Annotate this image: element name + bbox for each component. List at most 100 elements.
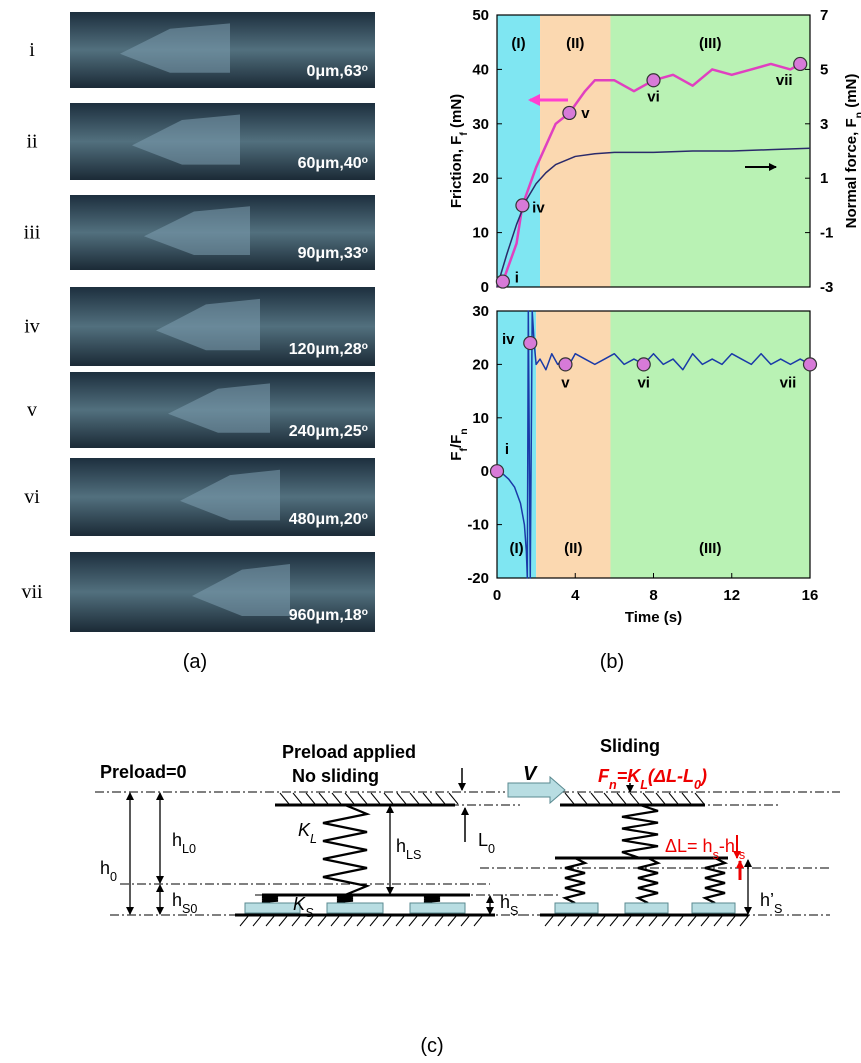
region-label: (III) — [699, 35, 722, 52]
y-axis-label-part: F — [448, 452, 465, 461]
photo-label-part: 120μm,28 — [289, 341, 362, 358]
line — [421, 914, 432, 927]
y2-axis-label-part: n — [853, 112, 861, 118]
y-axis-label-part: n — [458, 428, 470, 434]
line — [700, 914, 711, 927]
x-tick-label: 16 — [802, 587, 819, 604]
line — [590, 792, 601, 805]
pad — [624, 902, 669, 914]
y-tick-label: 50 — [472, 7, 489, 24]
x-tick-label: 4 — [571, 587, 580, 604]
line — [343, 914, 354, 927]
photo-wedge — [144, 206, 250, 255]
spring — [561, 857, 589, 904]
caption-b: (b) — [600, 651, 624, 673]
photo-label-part: o — [362, 423, 368, 434]
line — [434, 914, 445, 927]
point-label: v — [561, 374, 570, 391]
diagram-label-part: h — [396, 836, 406, 856]
line — [357, 792, 368, 805]
point-label: vii — [776, 72, 793, 89]
line — [713, 914, 724, 927]
pad — [409, 902, 466, 914]
row-numeral: v — [27, 399, 37, 421]
line — [577, 792, 588, 805]
line — [279, 792, 290, 805]
photo-label-part: 960μm,18 — [289, 607, 362, 624]
y-tick-label: 20 — [472, 356, 489, 373]
diagram-label: hS — [500, 892, 518, 918]
diagram-label: KS — [293, 894, 314, 920]
point-label: vi — [647, 88, 660, 105]
diagram-label-part: h — [172, 830, 182, 850]
point-label: iv — [502, 331, 515, 348]
photo-label-part: o — [362, 511, 368, 522]
charts: (I) (II) (III)01020304050-3-11357Friction,… — [448, 7, 861, 626]
line — [583, 914, 594, 927]
pad — [554, 902, 599, 914]
photo-label-part: 480μm,20 — [289, 511, 362, 528]
point-marker — [523, 335, 538, 351]
line — [616, 792, 627, 805]
photo-label: 90μm,33o — [298, 245, 368, 263]
diagram-label-part: Sliding — [600, 736, 660, 756]
diagram-label: KL — [298, 820, 317, 846]
diagram-label-part: -h’ — [719, 836, 739, 856]
photo-wedge — [156, 298, 260, 351]
spring — [621, 803, 659, 860]
caption-a: (a) — [183, 651, 207, 673]
line — [635, 914, 646, 927]
y-axis-label: Friction, Ff (mN) — [448, 94, 470, 208]
series-line — [496, 147, 811, 288]
caption-c: (c) — [420, 1035, 443, 1057]
diagram-label-part: h — [172, 890, 182, 910]
line — [544, 914, 555, 927]
diagram-label: Fn=KL(ΔL-L0) — [598, 766, 707, 792]
photo-label-part: o — [362, 607, 368, 618]
line — [292, 792, 303, 805]
point-marker — [802, 357, 818, 372]
diagram-label-part: S — [510, 904, 518, 918]
diagram-label: Preload applied — [282, 742, 416, 762]
diagram-label-part: h — [100, 858, 110, 878]
line — [661, 914, 672, 927]
y2-tick-label: 7 — [820, 7, 828, 24]
photo-label-part: 240μm,25 — [289, 423, 362, 440]
line — [408, 914, 419, 927]
line — [344, 792, 355, 805]
point-label: i — [515, 270, 519, 287]
diagram-label-part: Preload applied — [282, 742, 416, 762]
photo-label-part: 90μm,33 — [298, 245, 362, 262]
line — [422, 792, 433, 805]
diagram-label-part: LS — [406, 848, 421, 862]
diagram-label-part: s — [713, 848, 719, 862]
region-label: (I) — [511, 35, 525, 52]
photo-panel: i0μm,63oii60μm,40oiii90μm,33oiv120μm,28o… — [21, 12, 375, 632]
y-tick-label: -20 — [467, 570, 489, 587]
y-tick-label: 30 — [472, 116, 489, 133]
line — [596, 914, 607, 927]
y2-axis-label-part: Normal force, F — [843, 118, 860, 228]
photo-label: 480μm,20o — [289, 511, 368, 529]
line — [674, 914, 685, 927]
diagram-label-part: S0 — [182, 902, 197, 916]
y2-tick-label: 5 — [820, 61, 828, 78]
y-axis-label: Ff/Fn — [448, 428, 470, 460]
y2-tick-label: -3 — [820, 279, 833, 296]
y-tick-label: 20 — [472, 170, 489, 187]
photo-label: 240μm,25o — [289, 423, 368, 441]
spring — [322, 803, 371, 897]
line — [304, 914, 315, 927]
photo-wedge — [192, 564, 290, 616]
point-marker — [636, 357, 651, 372]
line — [395, 914, 406, 927]
diagram-label-part: ) — [699, 766, 707, 786]
diagram-label-part: S — [774, 902, 782, 916]
x-axis-label: Time (s) — [625, 609, 682, 626]
diagram-label: hLS — [396, 836, 421, 862]
photo-label: 60μm,40o — [298, 155, 368, 173]
y2-axis-label-part: (mN) — [843, 74, 860, 112]
point-marker — [558, 357, 573, 372]
spring — [423, 893, 441, 905]
point-marker — [489, 464, 505, 479]
